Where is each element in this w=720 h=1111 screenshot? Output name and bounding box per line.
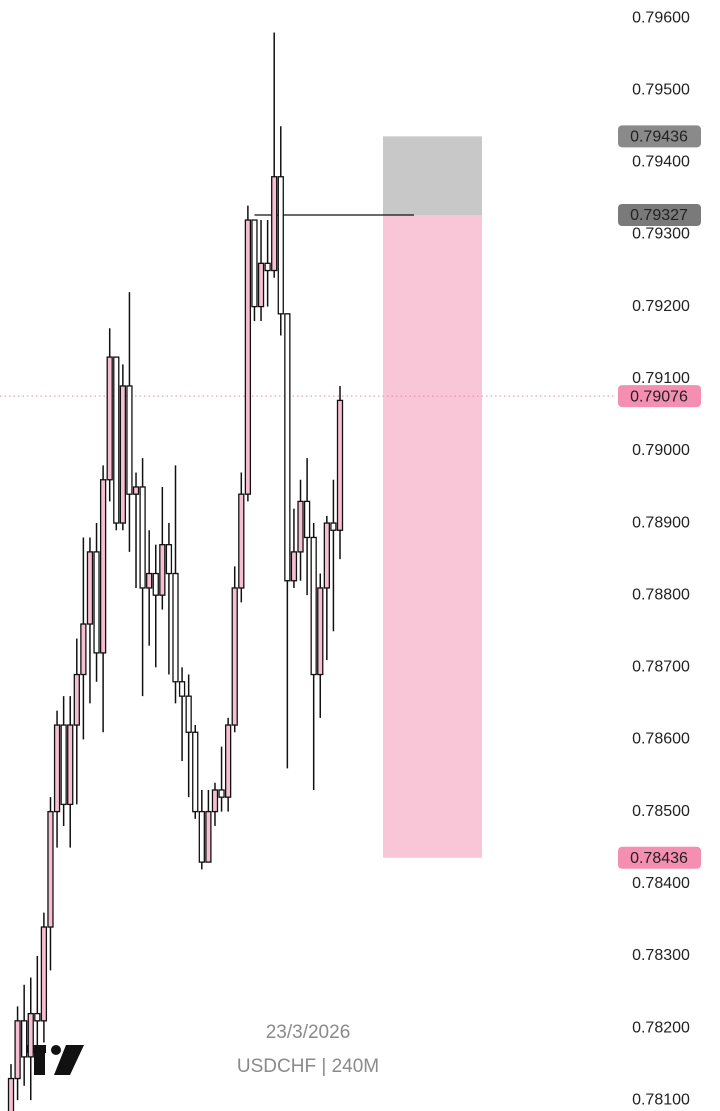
candle-body [205, 810, 212, 863]
candle-body [178, 681, 186, 697]
candle-body [317, 587, 324, 676]
candle-body [67, 724, 74, 806]
candle-body [159, 544, 166, 596]
y-tick-label: 0.78800 [632, 586, 690, 603]
candle-body [53, 724, 61, 813]
y-tick-label: 0.79500 [632, 81, 690, 98]
candle-body [86, 551, 94, 625]
price-label: 0.79436 [630, 129, 688, 146]
y-tick-label: 0.78600 [632, 731, 690, 748]
candle-body [80, 623, 87, 676]
price-label-box [618, 385, 701, 408]
y-tick-label: 0.78300 [632, 947, 690, 964]
candle-body [132, 486, 140, 495]
candle-body [119, 385, 127, 524]
date-label: 23/3/2026 [266, 1022, 351, 1043]
candle-body [40, 926, 48, 1022]
candle-body [323, 522, 330, 589]
candle-body [251, 219, 258, 308]
target-zone [383, 214, 482, 858]
candle-body [244, 219, 252, 495]
candle-body [310, 536, 317, 676]
candle-body [113, 356, 120, 524]
y-tick-label: 0.79000 [632, 442, 690, 459]
candle-body [99, 479, 107, 654]
candle-body [73, 673, 80, 726]
candle-body [146, 572, 153, 589]
candle-body [303, 500, 311, 539]
candle-body [277, 176, 284, 315]
candle-body [297, 500, 304, 553]
candle-body [198, 810, 205, 863]
logo [22, 1045, 84, 1075]
candle-body [257, 262, 265, 308]
stop-zone [383, 136, 482, 215]
y-tick-label: 0.78100 [632, 1091, 690, 1108]
candle-body [152, 572, 159, 596]
candle-body [126, 385, 133, 495]
candle-body [264, 262, 271, 272]
y-tick-label: 0.79300 [632, 226, 690, 243]
price-label: 0.79076 [630, 388, 688, 405]
candle-body [139, 486, 146, 589]
price-label-box [618, 203, 701, 226]
candle-body [93, 551, 100, 654]
candle-body [290, 551, 298, 582]
y-tick-label: 0.79200 [632, 298, 690, 315]
candle-body [27, 1012, 34, 1058]
price-label-box [618, 125, 701, 148]
candle-body [211, 789, 219, 813]
y-tick-label: 0.79600 [632, 9, 690, 26]
candle-body [34, 1012, 41, 1022]
y-tick-label: 0.78500 [632, 803, 690, 820]
y-tick-label: 0.79100 [632, 370, 690, 387]
y-tick-label: 0.78400 [632, 875, 690, 892]
candle-body [47, 810, 54, 928]
candle-body [165, 544, 173, 575]
candle-body [284, 313, 291, 582]
candle-body [218, 789, 225, 798]
candle-body [224, 724, 232, 798]
candle-body [14, 1020, 21, 1080]
candle-body [231, 587, 238, 726]
candle-body [60, 724, 67, 806]
y-tick-label: 0.78200 [632, 1019, 690, 1036]
y-tick-label: 0.78700 [632, 659, 690, 676]
candle-body [271, 176, 278, 272]
candle-body [172, 572, 179, 683]
candle-body [185, 695, 192, 733]
candle-body [330, 522, 337, 531]
candle-body [238, 493, 245, 589]
candle-body [7, 1077, 15, 1111]
y-tick-label: 0.78900 [632, 514, 690, 531]
price-label: 0.78436 [630, 850, 688, 867]
candle-body [336, 399, 344, 531]
candle-body [106, 356, 113, 481]
candle-body [21, 1020, 28, 1058]
symbol-label: USDCHF | 240M [237, 1056, 379, 1077]
price-label-box [618, 846, 701, 869]
price-label: 0.79327 [630, 207, 688, 224]
y-tick-label: 0.79400 [632, 154, 690, 171]
candle-body [192, 731, 199, 813]
